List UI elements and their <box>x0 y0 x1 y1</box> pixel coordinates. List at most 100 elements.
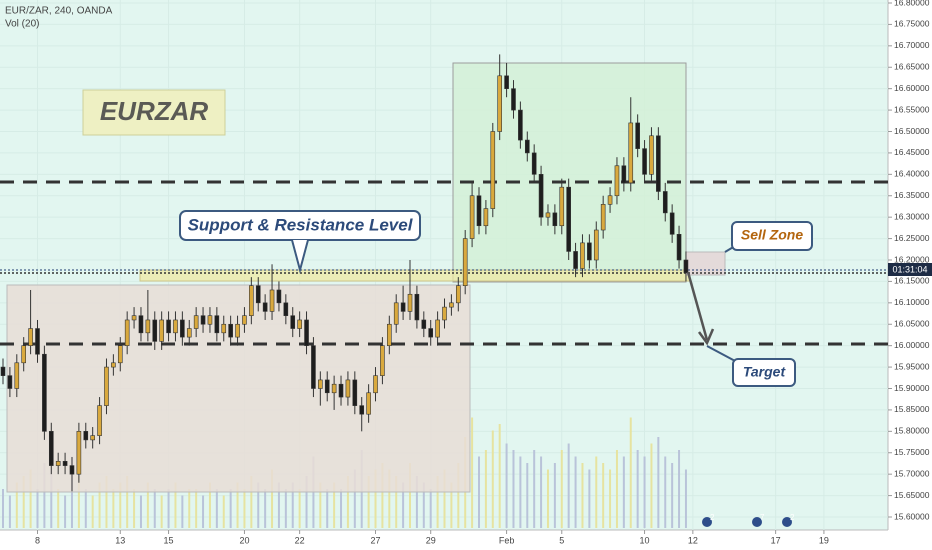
candle-body <box>504 75 509 89</box>
callout-pointer <box>706 345 738 363</box>
volume-bar <box>643 456 646 528</box>
candle-body <box>21 345 26 364</box>
candle-body <box>559 186 565 227</box>
y-tick-label: 16.05000 <box>894 319 930 329</box>
candle-body <box>221 323 227 334</box>
candle-body <box>614 165 620 197</box>
volume-bar <box>139 495 142 528</box>
candle-body <box>497 75 502 132</box>
candle-body <box>235 323 240 338</box>
volume-bar <box>277 482 280 528</box>
candle-body <box>269 289 275 312</box>
x-tick-label: 8 <box>35 535 40 545</box>
y-tick-label: 16.70000 <box>894 40 930 50</box>
volume-bar <box>126 476 129 528</box>
volume-bar <box>457 463 460 528</box>
volume-bar <box>208 482 211 528</box>
volume-bar <box>250 476 253 528</box>
y-tick-label: 16.25000 <box>894 233 930 243</box>
volume-bar <box>291 482 294 528</box>
countdown-tag <box>888 263 932 276</box>
symbol-label: EURZAR <box>100 96 209 126</box>
volume-bar <box>202 495 205 528</box>
volume-bar <box>22 476 25 528</box>
candle-body <box>138 315 144 334</box>
x-tick-label: 20 <box>239 535 249 545</box>
candle-body <box>124 319 130 346</box>
volume-bar <box>50 469 53 528</box>
candle-body <box>111 362 116 368</box>
candle-body <box>600 204 606 231</box>
volume-bar <box>540 456 543 528</box>
candle-body <box>180 319 185 338</box>
y-tick-label: 15.65000 <box>894 490 930 500</box>
candle-body <box>283 302 289 316</box>
candle-body <box>628 122 634 184</box>
candle-body <box>428 328 434 338</box>
x-tick-label: 17 <box>771 535 781 545</box>
candle-body <box>48 431 54 466</box>
candle-body <box>552 212 558 227</box>
volume-bar <box>484 450 487 528</box>
candle-body <box>159 319 164 342</box>
y-tick-label: 16.35000 <box>894 190 930 200</box>
x-tick-label: 12 <box>688 535 698 545</box>
candle-body <box>387 323 392 346</box>
candle-body <box>62 461 68 466</box>
candle-body <box>28 328 33 346</box>
countdown: 01:31:04 <box>892 264 927 274</box>
candle-body <box>228 323 233 338</box>
volume-bar <box>588 469 591 528</box>
candle-body <box>14 362 20 389</box>
sell-box <box>685 251 726 276</box>
volume-bar <box>284 489 287 528</box>
volume-bar <box>678 450 681 528</box>
arrow-head <box>697 328 715 346</box>
candle-body <box>7 375 13 389</box>
candle-body <box>55 461 61 466</box>
y-tick-label: 16.75000 <box>894 19 930 29</box>
volume-bar <box>346 476 349 528</box>
candle-body <box>97 405 102 436</box>
y-tick-label: 16.65000 <box>894 62 930 72</box>
y-tick-label: 15.95000 <box>894 361 930 371</box>
candle-body <box>352 379 358 406</box>
volume-bar <box>429 489 432 528</box>
y-tick-label: 15.60000 <box>894 511 930 521</box>
candle-body <box>524 139 530 154</box>
candle-body <box>593 229 599 261</box>
candle-body <box>442 306 447 321</box>
candle-body <box>455 285 461 304</box>
volume-bar <box>243 489 246 528</box>
volume-bar <box>8 495 11 528</box>
candle-body <box>242 315 247 325</box>
candle-body <box>338 383 344 398</box>
event-icon <box>702 517 712 527</box>
candle-body <box>621 165 627 184</box>
range-box <box>6 284 471 493</box>
volume-bar <box>436 476 439 528</box>
volume-bar <box>298 489 301 528</box>
candle-body <box>435 319 440 338</box>
level-band <box>139 269 691 282</box>
candles <box>0 54 689 492</box>
candle-body <box>421 319 427 329</box>
candle-body <box>0 366 6 376</box>
candle-body <box>104 366 109 406</box>
candle-body <box>380 345 385 376</box>
sell-label: Sell Zone <box>741 227 803 243</box>
candle-body <box>373 375 378 394</box>
y-tick-label: 16.55000 <box>894 104 930 114</box>
candle-body <box>476 195 482 227</box>
candle-body <box>545 212 551 218</box>
candle-body <box>290 315 296 329</box>
y-tick-label: 15.80000 <box>894 426 930 436</box>
volume-bar <box>374 469 377 528</box>
volume-bar <box>684 469 687 528</box>
volume-bar <box>650 443 653 528</box>
event-label: 7 <box>760 513 765 522</box>
time-axis <box>0 530 888 550</box>
volume-bar <box>64 495 67 528</box>
